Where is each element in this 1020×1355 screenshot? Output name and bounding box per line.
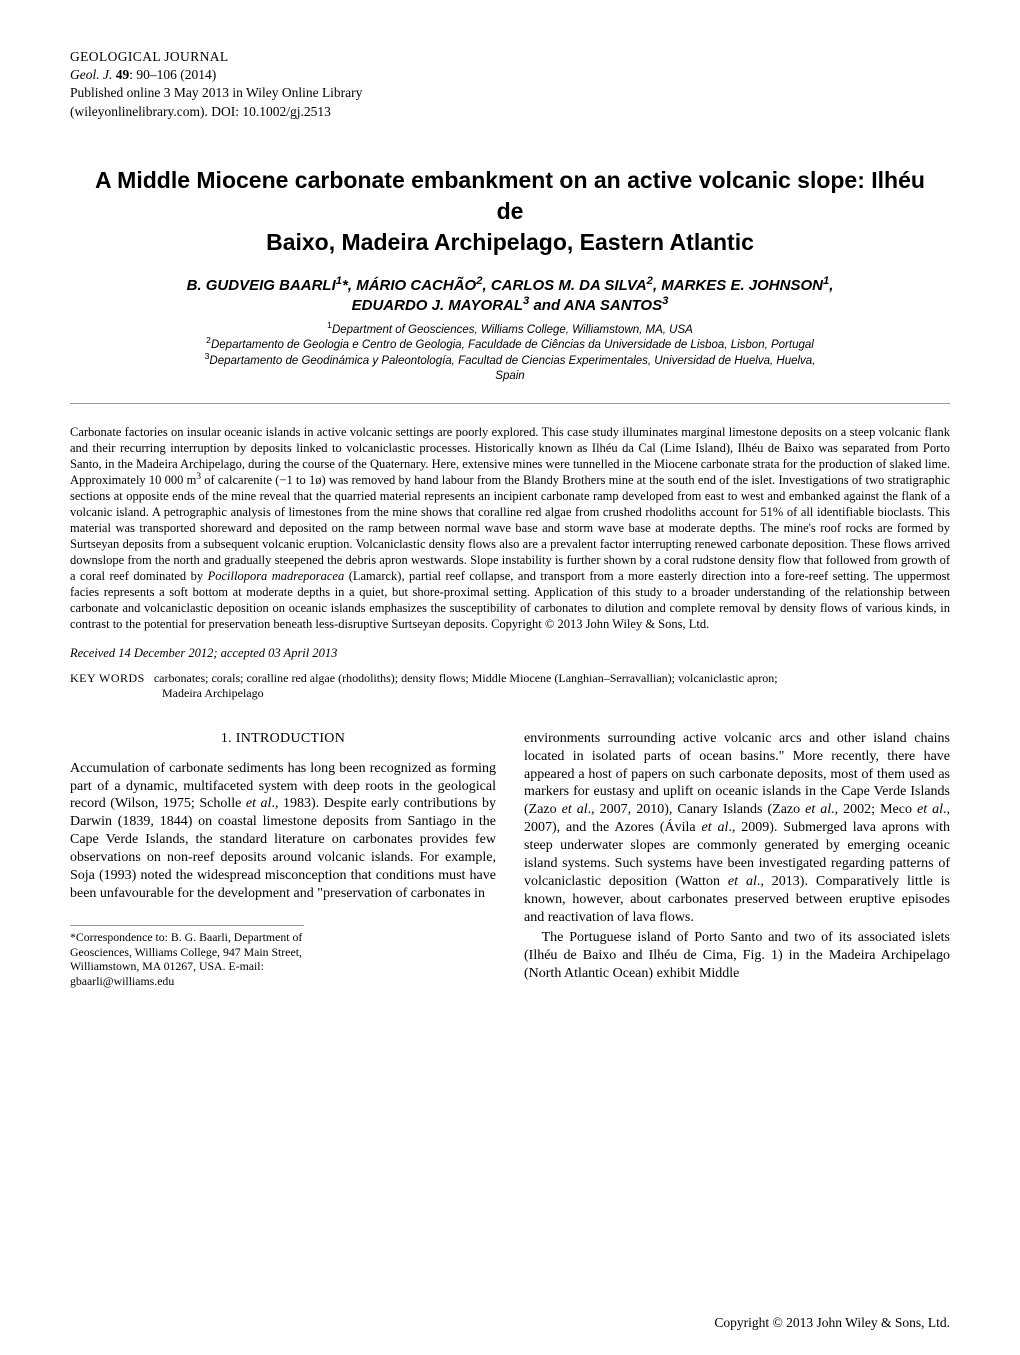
column-right: environments surrounding active volcanic… [524,730,950,989]
keywords: KEY WORDS carbonates; corals; coralline … [70,671,950,702]
journal-header: GEOLOGICAL JOURNAL Geol. J. 49: 90–106 (… [70,48,950,121]
authors: B. GUDVEIG BAARLI1*, MÁRIO CACHÃO2, CARL… [70,276,950,317]
affiliation-1: 1Department of Geosciences, Williams Col… [70,323,950,339]
intro-paragraph-right-1: environments surrounding active volcanic… [524,730,950,927]
affiliations: 1Department of Geosciences, Williams Col… [70,323,950,385]
title-line-2: Baixo, Madeira Archipelago, Eastern Atla… [80,227,940,258]
intro-paragraph-left: Accumulation of carbonate sediments has … [70,760,496,903]
correspondence-footnote: *Correspondence to: B. G. Baarli, Depart… [70,925,304,989]
title-line-1: A Middle Miocene carbonate embankment on… [80,165,940,227]
affiliation-3b: Spain [70,369,950,385]
journal-published: Published online 3 May 2013 in Wiley Onl… [70,84,950,102]
column-left: 1. INTRODUCTION Accumulation of carbonat… [70,730,496,989]
article-title: A Middle Miocene carbonate embankment on… [80,165,940,258]
section-heading-intro: 1. INTRODUCTION [70,730,496,748]
journal-citation: Geol. J. 49: 90–106 (2014) [70,66,950,84]
footer-copyright: Copyright © 2013 John Wiley & Sons, Ltd. [714,1315,950,1331]
authors-line-1: B. GUDVEIG BAARLI1*, MÁRIO CACHÃO2, CARL… [70,276,950,296]
authors-line-2: EDUARDO J. MAYORAL3 and ANA SANTOS3 [70,296,950,316]
abstract: Carbonate factories on insular oceanic i… [70,424,950,632]
intro-paragraph-right-2: The Portuguese island of Porto Santo and… [524,929,950,983]
affiliation-3a: 3Departamento de Geodinámica y Paleontol… [70,354,950,370]
keywords-line-1: carbonates; corals; coralline red algae … [154,671,778,685]
journal-doi: (wileyonlinelibrary.com). DOI: 10.1002/g… [70,103,950,121]
body-columns: 1. INTRODUCTION Accumulation of carbonat… [70,730,950,989]
affiliation-2: 2Departamento de Geologia e Centro de Ge… [70,338,950,354]
keywords-label: KEY WORDS [70,671,145,685]
received-dates: Received 14 December 2012; accepted 03 A… [70,646,950,661]
journal-name: GEOLOGICAL JOURNAL [70,48,950,66]
horizontal-rule-top [70,403,950,404]
keywords-line-2: Madeira Archipelago [70,686,950,702]
